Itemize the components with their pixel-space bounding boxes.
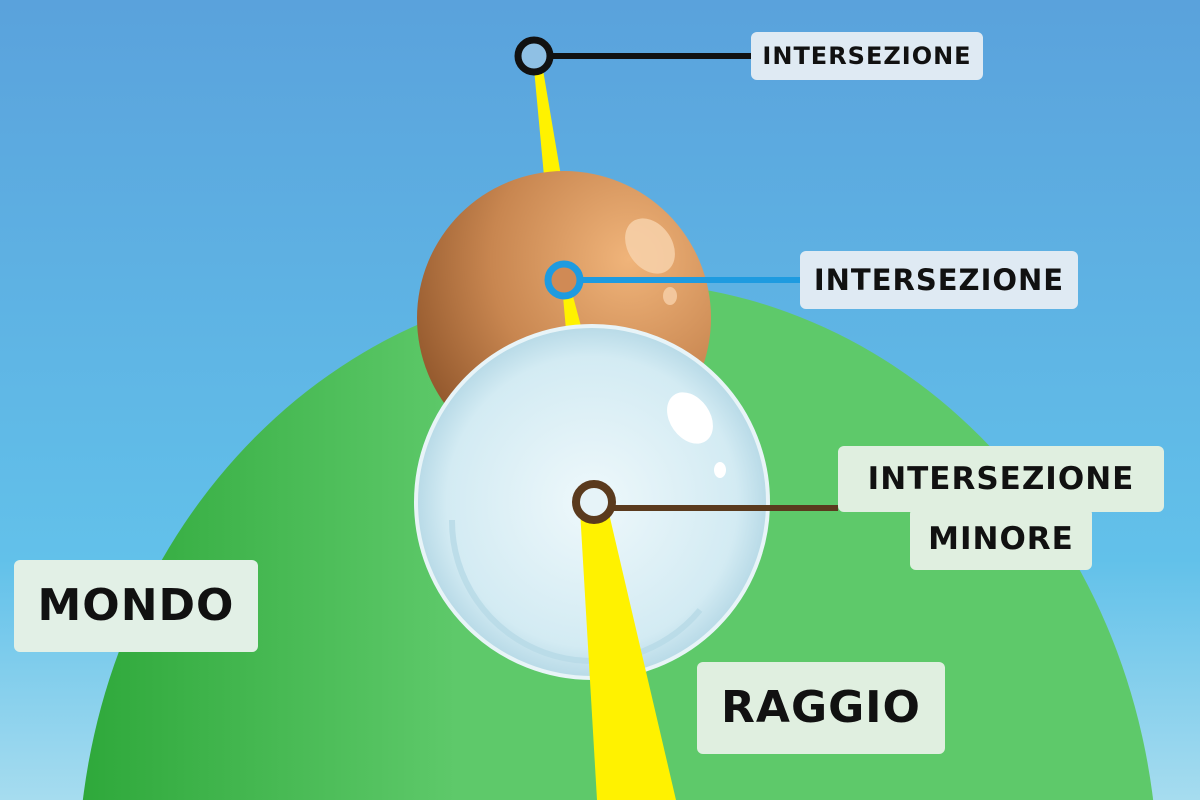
- label-ray-text: RAGGIO: [721, 682, 921, 733]
- ray-segment-top: [533, 58, 561, 176]
- label-outer-intersection-text: INTERSEZIONE: [762, 42, 972, 70]
- label-ray: RAGGIO: [697, 662, 945, 754]
- planet-highlight-small: [663, 287, 677, 305]
- planet-highlight: [625, 218, 675, 274]
- marker-middle-intersection: [544, 260, 584, 300]
- label-outer-intersection: INTERSEZIONE: [751, 32, 983, 80]
- bubble-highlight-small: [714, 462, 726, 478]
- label-middle-intersection-text: INTERSEZIONE: [813, 263, 1065, 297]
- label-world: MONDO: [14, 560, 258, 652]
- label-inner-intersection-line1: INTERSEZIONE: [867, 461, 1135, 497]
- label-inner-intersection-line2: MINORE: [928, 521, 1074, 557]
- label-world-text: MONDO: [37, 580, 235, 631]
- label-inner-intersection-line1-box: INTERSEZIONE: [838, 446, 1164, 512]
- marker-inner-intersection: [572, 480, 616, 524]
- bubble-highlight: [667, 392, 713, 444]
- ray-beam: [580, 505, 676, 800]
- marker-outer-intersection: [514, 36, 554, 76]
- label-middle-intersection: INTERSEZIONE: [800, 251, 1078, 309]
- bubble-reflection: [448, 519, 703, 664]
- label-inner-intersection-line2-box: MINORE: [910, 508, 1092, 570]
